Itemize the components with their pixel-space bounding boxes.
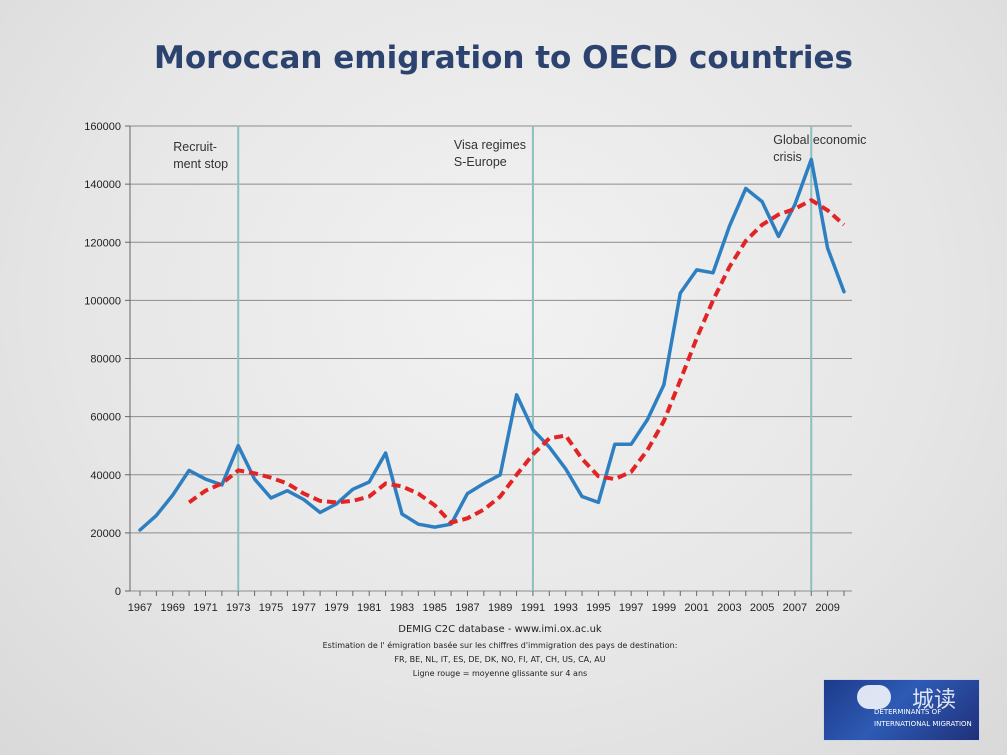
event-annotation: S-Europe — [454, 155, 507, 169]
source-detail-2: FR, BE, NL, IT, ES, DE, DK, NO, FI, AT, … — [394, 655, 606, 664]
y-tick-label: 80000 — [90, 354, 121, 366]
logo-text-2: INTERNATIONAL MIGRATION — [874, 720, 972, 728]
y-tick-label: 20000 — [90, 528, 121, 540]
x-tick-label: 1989 — [488, 602, 512, 614]
y-tick-label: 40000 — [90, 470, 121, 482]
x-tick-label: 1999 — [652, 602, 676, 614]
x-tick-label: 1967 — [128, 602, 152, 614]
y-tick-label: 0 — [115, 586, 121, 598]
y-tick-label: 140000 — [84, 179, 121, 191]
x-tick-label: 1991 — [521, 602, 545, 614]
x-tick-label: 1969 — [161, 602, 185, 614]
source-detail-3: Ligne rouge = moyenne glissante sur 4 an… — [412, 669, 588, 678]
event-annotation: crisis — [773, 150, 801, 164]
y-tick-label: 60000 — [90, 412, 121, 424]
x-tick-label: 1997 — [619, 602, 643, 614]
x-tick-label: 2007 — [783, 602, 807, 614]
y-tick-label: 100000 — [84, 295, 121, 307]
x-tick-label: 1993 — [553, 602, 577, 614]
event-annotation: Recruit- — [173, 140, 217, 154]
source-note: DEMIG C2C database - www.imi.ox.ac.uk — [398, 624, 602, 635]
x-tick-label: 1971 — [193, 602, 217, 614]
x-tick-label: 1987 — [455, 602, 479, 614]
x-tick-label: 2005 — [750, 602, 774, 614]
source-detail-1: Estimation de l' émigration basée sur le… — [322, 641, 678, 650]
x-tick-label: 1981 — [357, 602, 381, 614]
chart-title: Moroccan emigration to OECD countries — [154, 40, 853, 76]
x-tick-label: 1975 — [259, 602, 283, 614]
x-tick-label: 1973 — [226, 602, 250, 614]
moving-average-line — [187, 198, 846, 525]
x-tick-label: 2001 — [684, 602, 708, 614]
event-annotation: Global economic — [773, 133, 866, 147]
demig-logo: 城读 DETERMINANTS OF INTERNATIONAL MIGRATI… — [823, 679, 980, 741]
event-annotation: Visa regimes — [454, 138, 526, 152]
event-annotation: ment stop — [173, 157, 228, 171]
y-tick-label: 160000 — [84, 121, 121, 133]
emigration-series-line — [138, 157, 846, 532]
x-tick-label: 1985 — [422, 602, 446, 614]
y-tick-label: 120000 — [84, 237, 121, 249]
x-tick-label: 1995 — [586, 602, 610, 614]
x-tick-label: 2009 — [815, 602, 839, 614]
x-tick-label: 1977 — [291, 602, 315, 614]
x-tick-label: 2003 — [717, 602, 741, 614]
logo-text-1: DETERMINANTS OF — [874, 708, 942, 716]
chat-bubble-icon — [857, 685, 891, 709]
logo-watermark: 城读 — [912, 688, 957, 713]
x-tick-label: 1979 — [324, 602, 348, 614]
x-tick-label: 1983 — [390, 602, 414, 614]
